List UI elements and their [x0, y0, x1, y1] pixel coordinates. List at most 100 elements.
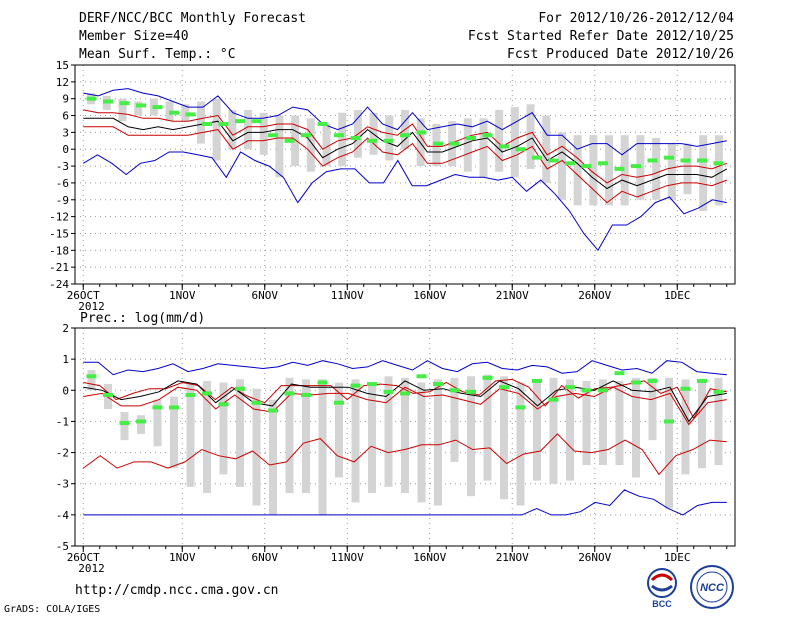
green-marker — [334, 133, 344, 138]
chart-title: DERF/NCC/BCC Monthly Forecast — [79, 11, 306, 26]
obs-bar — [698, 380, 706, 469]
obs-bar — [648, 377, 657, 441]
green-marker — [350, 383, 361, 388]
green-marker — [119, 101, 130, 106]
obs-bar — [483, 374, 492, 481]
source-url[interactable]: http://cmdp.ncc.cma.gov.cn — [75, 583, 279, 598]
green-marker — [301, 133, 311, 138]
obs-bar — [228, 109, 237, 150]
obs-bar — [582, 380, 591, 466]
green-marker — [185, 392, 196, 397]
green-marker — [383, 138, 394, 143]
y-tick-label: 9 — [62, 93, 69, 106]
green-marker — [598, 161, 608, 166]
obs-bar — [401, 377, 409, 494]
green-marker — [680, 386, 691, 391]
green-marker — [499, 144, 509, 149]
obs-bar — [516, 382, 525, 506]
obs-bar — [549, 377, 558, 484]
green-marker — [532, 378, 542, 383]
green-marker — [218, 121, 229, 126]
green-marker — [614, 371, 625, 376]
green-marker — [565, 385, 575, 390]
obs-bar — [573, 135, 582, 206]
obs-bar — [416, 118, 425, 167]
green-marker — [86, 96, 97, 101]
obs-bar — [335, 382, 343, 478]
variable-label: Mean Surf. Temp.: °C — [79, 47, 236, 62]
obs-bar — [566, 379, 574, 481]
obs-bar — [118, 98, 127, 122]
green-marker — [235, 119, 245, 124]
x-tick-label: 21NOV — [496, 289, 529, 302]
p10-line — [83, 126, 727, 204]
green-marker — [449, 141, 460, 146]
y-tick-label: -4 — [56, 509, 70, 522]
y-tick-label: 3 — [62, 126, 69, 139]
green-marker — [152, 105, 163, 110]
obs-bar — [652, 138, 661, 200]
obs-bar — [417, 382, 426, 503]
green-marker — [284, 391, 295, 396]
y-tick-label: 6 — [62, 110, 69, 123]
obs-bar — [134, 101, 143, 116]
obs-bar — [557, 132, 566, 200]
x-tick-label: 6NOV — [252, 551, 279, 564]
obs-bar — [665, 377, 673, 509]
obs-bar — [714, 135, 723, 206]
obs-bar — [302, 379, 310, 494]
obs-bar — [526, 104, 535, 169]
obs-bar — [605, 135, 614, 206]
obs-bar — [463, 118, 472, 172]
green-marker — [664, 419, 674, 424]
plot-frame — [74, 327, 736, 547]
y-tick-label: 1 — [62, 353, 69, 366]
obs-bar — [632, 377, 640, 478]
ncc-logo-text: NCC — [700, 582, 725, 594]
green-marker — [334, 400, 344, 405]
y-tick-label: -21 — [49, 261, 69, 274]
green-marker — [235, 386, 245, 391]
green-marker — [103, 99, 113, 104]
min-line — [83, 489, 727, 516]
obs-bar — [368, 382, 376, 494]
bcc-logo: BCC — [647, 568, 677, 609]
x-tick-label: 1NOV — [169, 551, 196, 564]
green-marker — [86, 374, 97, 379]
obs-bar — [196, 101, 205, 144]
x-tick-label: 1DEC — [664, 551, 691, 564]
green-marker — [350, 136, 361, 140]
obs-bar — [275, 115, 284, 178]
x-tick-label: 1DEC — [664, 289, 691, 302]
green-marker — [433, 141, 443, 146]
obs-bar — [510, 107, 519, 178]
green-marker — [317, 380, 328, 385]
obs-bar — [269, 399, 277, 515]
green-marker — [119, 420, 130, 425]
y-tick-label: -6 — [56, 177, 69, 190]
obs-bar — [385, 115, 394, 161]
obs-bar — [203, 380, 211, 494]
y-tick-label: -12 — [49, 211, 69, 224]
max-line — [83, 88, 727, 156]
obs-bar — [699, 135, 708, 211]
panel-title: Prec.: log(mm/d) — [80, 311, 205, 326]
obs-bar — [615, 380, 624, 466]
grads-credit: GrADS: COLA/IGES — [4, 604, 101, 615]
green-marker — [169, 110, 179, 115]
obs-bar — [542, 115, 551, 183]
x-tick-label: 21NOV — [496, 551, 529, 564]
obs-bar — [322, 123, 331, 167]
x-tick-label: 11NOV — [331, 551, 364, 564]
obs-bar — [714, 377, 723, 466]
obs-bar — [450, 377, 459, 462]
green-marker — [301, 392, 311, 397]
green-marker — [416, 130, 427, 135]
green-marker — [416, 374, 427, 379]
y-tick-label: 2 — [62, 322, 69, 335]
obs-bar — [186, 384, 195, 487]
ncc-logo: NCC — [690, 565, 734, 609]
obs-bar — [170, 396, 178, 469]
obs-bar — [219, 382, 228, 475]
